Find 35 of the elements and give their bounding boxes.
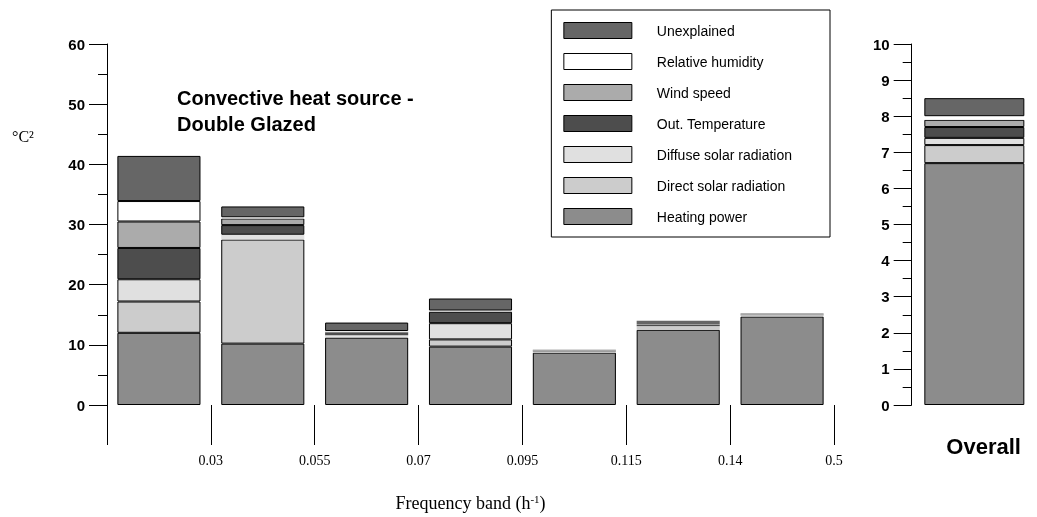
- y-tick-label: 8: [881, 107, 890, 125]
- legend-label: Out. Temperature: [656, 115, 766, 132]
- x-tick-label: 0.095: [506, 452, 539, 468]
- legend-label: Direct solar radiation: [656, 177, 786, 194]
- y-tick-label: 0: [76, 396, 85, 414]
- y-tick-label: 60: [68, 35, 85, 53]
- y-tick-label: 1: [881, 360, 890, 378]
- legend-label: Wind speed: [656, 84, 731, 101]
- legend-label: Heating power: [656, 208, 748, 225]
- x-tick-label: 0.115: [610, 452, 642, 468]
- y-tick-label: 0: [881, 396, 890, 414]
- x-tick-label: Overall: [946, 433, 1021, 459]
- x-tick-label: 0.5: [825, 452, 843, 468]
- y-axis-title: °C²: [12, 127, 35, 145]
- legend-label: Diffuse solar radiation: [656, 146, 793, 163]
- x-tick-label: 0.055: [298, 452, 331, 468]
- y-tick-label: 10: [68, 336, 85, 354]
- y-tick-label: 6: [881, 179, 890, 197]
- y-tick-label: 3: [881, 288, 890, 306]
- x-tick-label: 0.14: [717, 452, 743, 468]
- text: Convective heat source - Double Glazed: [177, 87, 420, 135]
- y-tick-label: 7: [881, 143, 890, 161]
- y-tick-label: 2: [881, 324, 890, 342]
- y-tick-label: 30: [68, 216, 85, 233]
- y-tick-label: 9: [881, 71, 890, 89]
- x-tick-label: 0.07: [406, 452, 431, 468]
- y-tick-label: 50: [68, 95, 85, 113]
- x-tick-label: 0.03: [198, 452, 224, 468]
- legend-label: Relative humidity: [656, 53, 764, 70]
- y-tick-label: 4: [881, 252, 891, 270]
- y-tick-label: 10: [873, 35, 890, 53]
- y-tick-label: 20: [68, 276, 85, 294]
- y-tick-label: 5: [881, 216, 890, 233]
- y-tick-label: 40: [68, 155, 85, 173]
- legend-label: Unexplained: [656, 22, 735, 39]
